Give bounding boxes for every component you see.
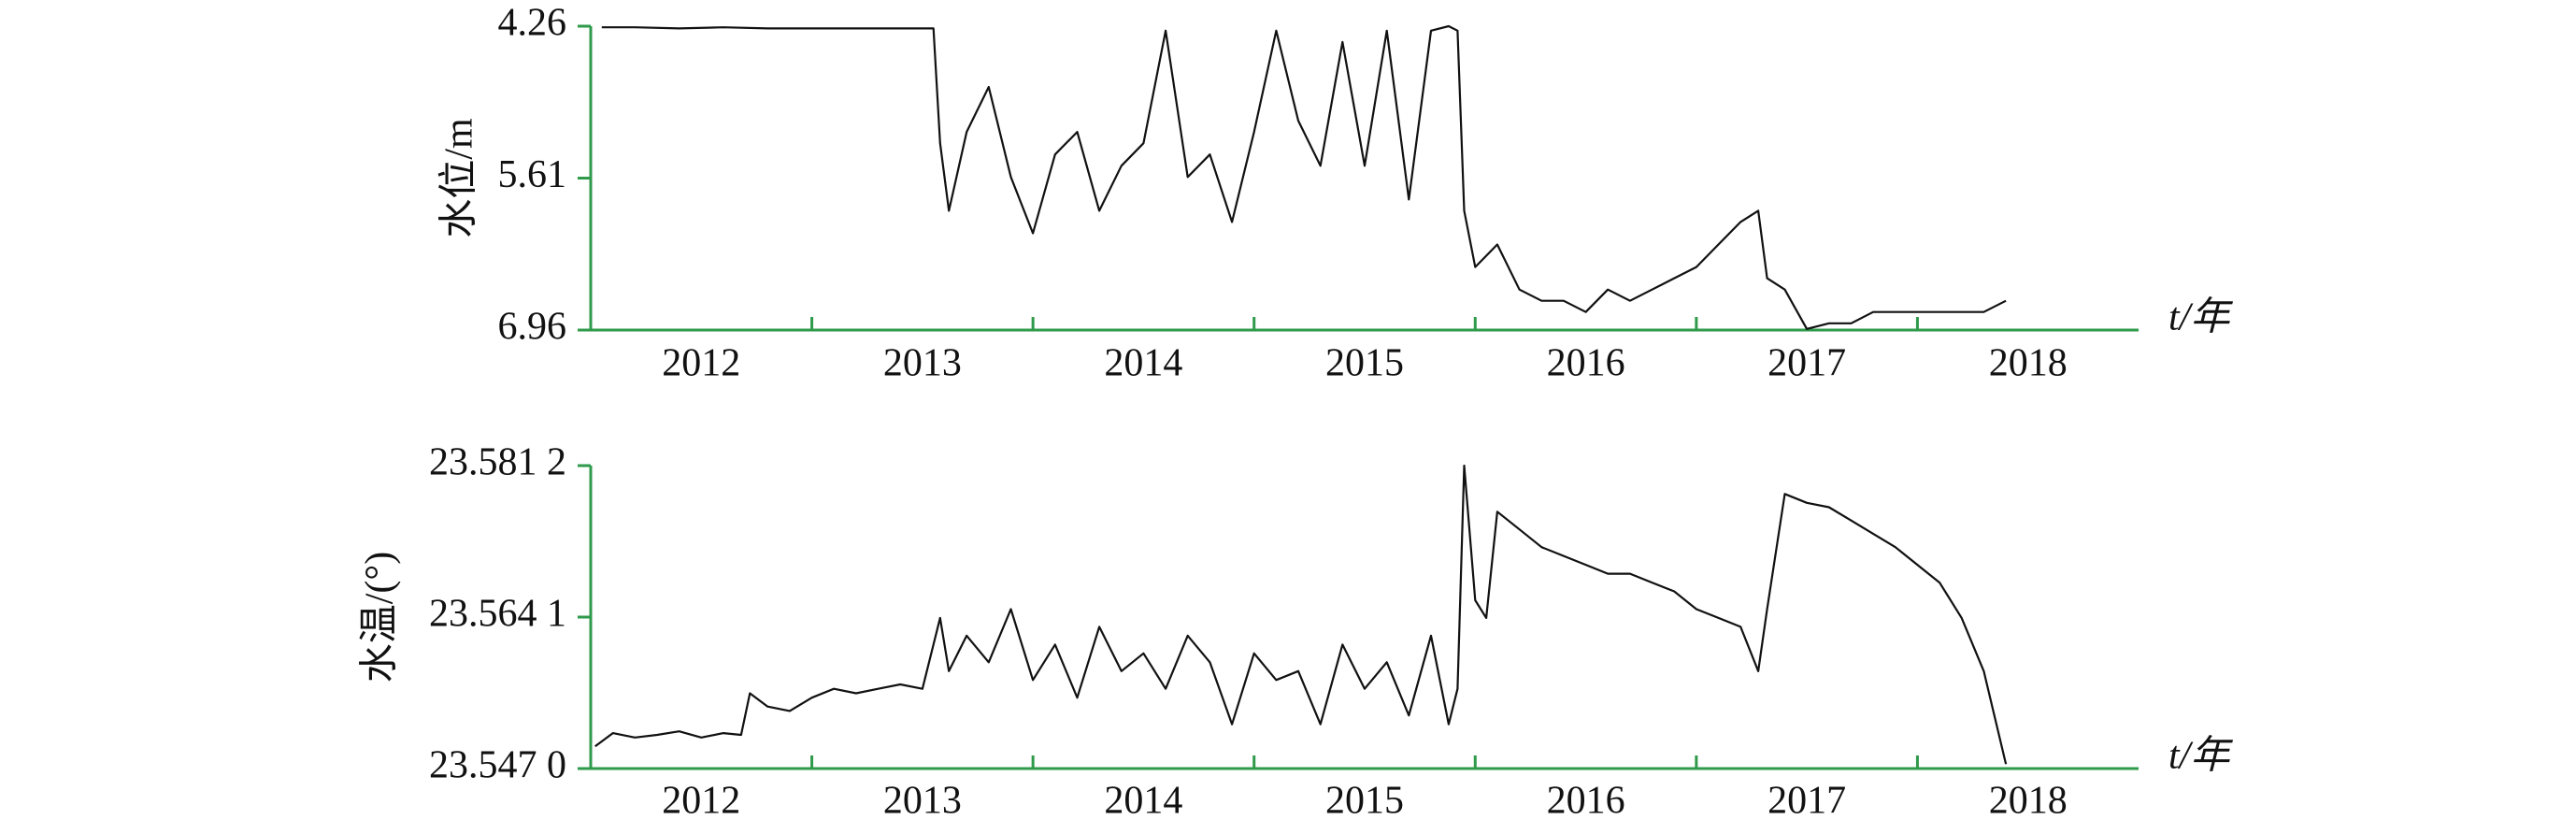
x-tick-label: 2013 <box>883 780 962 823</box>
x-tick-label: 2018 <box>1989 342 2068 385</box>
x-tick-label: 2018 <box>1989 780 2068 823</box>
y-axis-label: 水位/m <box>437 118 481 238</box>
x-tick-label: 2016 <box>1547 342 1625 385</box>
y-axis-label: 水温/(°) <box>359 552 402 683</box>
y-tick-label: 6.96 <box>498 306 567 349</box>
x-tick-label: 2014 <box>1104 780 1182 823</box>
x-tick-label: 2014 <box>1104 342 1182 385</box>
x-tick-label: 2013 <box>883 342 962 385</box>
x-tick-label: 2012 <box>662 342 740 385</box>
y-tick-label: 4.26 <box>498 2 567 45</box>
x-tick-label: 2015 <box>1325 780 1404 823</box>
data-line <box>594 464 2008 765</box>
y-tick-label: 23.547 0 <box>429 744 566 787</box>
x-tick-label: 2017 <box>1767 780 1846 823</box>
x-tick-label: 2015 <box>1325 342 1404 385</box>
x-axis-label: t/年 <box>2168 735 2233 778</box>
y-tick-label: 23.581 2 <box>429 441 566 484</box>
y-tick-label: 23.564 1 <box>429 593 566 636</box>
x-tick-label: 2017 <box>1767 342 1846 385</box>
x-tick-label: 2012 <box>662 780 740 823</box>
x-tick-label: 2016 <box>1547 780 1625 823</box>
x-axis-label: t/年 <box>2168 296 2233 339</box>
y-tick-label: 5.61 <box>498 153 567 196</box>
data-line <box>601 24 2007 330</box>
